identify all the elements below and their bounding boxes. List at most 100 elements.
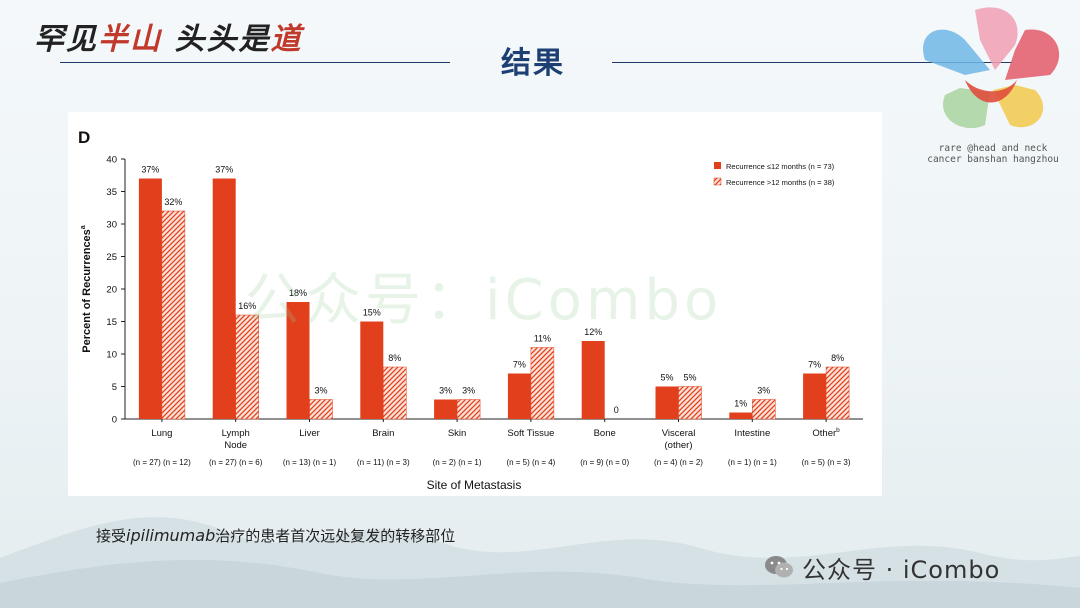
- logo-line1: rare @head and neck: [938, 143, 1048, 154]
- bar-data-label: 11%: [534, 334, 551, 344]
- x-sample-size-label: (n = 11) (n = 3): [357, 458, 410, 467]
- bar-data-label: 3%: [462, 386, 475, 396]
- bar-early: [729, 412, 753, 419]
- x-tick-label: Intestine: [734, 428, 770, 439]
- slogan-mid: 半山: [98, 22, 162, 57]
- bar-data-label: 5%: [683, 373, 696, 383]
- bar-early: [581, 341, 605, 419]
- bar-early: [803, 373, 827, 419]
- bar-data-label: 7%: [513, 360, 526, 370]
- bar-data-label: 3%: [439, 386, 452, 396]
- caption-suffix: 治疗的患者首次远处复发的转移部位: [215, 527, 456, 545]
- header-rule-left: [60, 62, 450, 63]
- x-tick-label: Lung: [151, 428, 172, 439]
- bar-data-label: 8%: [388, 353, 401, 363]
- bar-data-label: 37%: [215, 165, 233, 175]
- y-tick-label: 10: [106, 350, 117, 361]
- bar-late: [752, 399, 776, 420]
- bar-late: [309, 399, 333, 420]
- bar-data-label: 12%: [584, 327, 602, 337]
- x-sample-size-label: (n = 13) (n = 1): [283, 458, 337, 467]
- brand: 公众号 · iCombo: [764, 552, 1001, 584]
- y-axis-title-superscript: a: [80, 225, 87, 229]
- caption-prefix: 接受: [96, 527, 127, 545]
- x-tick-label: Liver: [299, 428, 320, 439]
- bar-late: [530, 347, 555, 420]
- bar-early: [138, 178, 162, 419]
- x-tick-label-text: Skin: [448, 428, 466, 439]
- x-tick-label: Visceral: [662, 428, 696, 439]
- legend-label: Recurrence >12 months (n = 38): [726, 178, 835, 187]
- x-tick-label-text: Other: [812, 428, 836, 439]
- bar-early: [655, 386, 679, 419]
- bar-early: [212, 178, 236, 419]
- x-tick-label-line2: Node: [224, 440, 247, 451]
- x-tick-label: Skin: [448, 428, 466, 439]
- page-title: 结果: [501, 46, 565, 81]
- bar-data-label: 3%: [757, 386, 770, 396]
- logo-line2: cancer banshan hangzhou: [927, 154, 1059, 165]
- y-tick-label: 40: [106, 155, 117, 166]
- bar-data-label: 5%: [660, 373, 673, 383]
- bar-data-label: 32%: [164, 197, 182, 207]
- bar-late: [456, 399, 481, 420]
- y-tick-label: 35: [106, 187, 117, 198]
- bar-data-label: 1%: [734, 399, 747, 409]
- x-sample-size-label: (n = 27) (n = 6): [209, 458, 263, 467]
- header-rule-right: [612, 62, 1012, 63]
- slogan-prefix: 罕见: [34, 22, 98, 57]
- bar-early: [434, 399, 458, 419]
- bar-data-label: 18%: [289, 288, 307, 298]
- x-tick-label-text: Intestine: [734, 428, 770, 439]
- y-axis-title: Percent of Recurrencesa: [80, 225, 93, 353]
- x-sample-size-label: (n = 1) (n = 1): [728, 458, 777, 467]
- x-tick-label-text: Brain: [372, 428, 394, 439]
- wechat-icon: [765, 556, 793, 578]
- bar-late: [678, 386, 702, 420]
- bar-early: [286, 302, 310, 419]
- chart-caption: 接受ipilimumab治疗的患者首次远处复发的转移部位: [96, 525, 455, 546]
- slogan: 罕见半山 头头是道: [34, 10, 300, 60]
- watermark: 公众号：iCombo: [245, 268, 723, 333]
- bar-chart: D 0 5 10 15 20 25 30 35 40 Percent of Recurrencesa…: [78, 128, 863, 492]
- bar-data-label: 16%: [238, 301, 256, 311]
- x-tick-label-line2: (other): [665, 440, 693, 451]
- x-tick-label-text: Visceral: [662, 428, 696, 439]
- bar-data-label: 15%: [363, 308, 381, 318]
- slogan-end: 道: [270, 22, 303, 57]
- legend-swatch: [713, 177, 722, 186]
- y-axis-title-text: Percent of Recurrences: [81, 229, 93, 353]
- y-tick-label: 5: [112, 382, 117, 393]
- x-sample-size-label: (n = 27) (n = 12): [133, 458, 191, 467]
- y-tick-label: 15: [106, 317, 117, 328]
- x-sample-size-label: (n = 5) (n = 3): [802, 458, 851, 467]
- x-tick-label: Soft Tissue: [507, 428, 554, 439]
- x-tick-label: Bone: [594, 428, 616, 439]
- y-tick-label: 0: [112, 415, 117, 426]
- slogan-suffix: 头头是: [174, 22, 271, 57]
- x-tick-label: Brain: [372, 428, 394, 439]
- x-tick-label-text: Bone: [594, 428, 616, 439]
- bar-late: [825, 366, 850, 420]
- chart-panel: D 0 5 10 15 20 25 30 35 40 Percent of Recurrencesa…: [68, 112, 882, 496]
- bar-early: [360, 321, 384, 419]
- x-tick-label-text: Lymph: [222, 428, 250, 439]
- x-tick-label-text: Lung: [151, 428, 172, 439]
- x-axis-title: Site of Metastasis: [427, 478, 522, 492]
- legend-swatch: [714, 162, 721, 169]
- x-tick-label: Lymph: [222, 428, 250, 439]
- x-tick-label-superscript: b: [836, 427, 840, 434]
- bar-data-label: 37%: [141, 165, 159, 175]
- y-tick-label: 20: [106, 285, 117, 296]
- x-sample-size-label: (n = 2) (n = 1): [433, 458, 482, 467]
- x-tick-label: Otherb: [812, 427, 840, 439]
- bar-data-label: 0: [614, 405, 619, 415]
- bar-data-label: 8%: [831, 353, 844, 363]
- bar-late: [383, 366, 407, 420]
- caption-drug: ipilimumab: [126, 526, 216, 545]
- bar-late: [161, 210, 186, 420]
- bar-data-label: 3%: [314, 386, 327, 396]
- brand-text: 公众号 · iCombo: [802, 555, 1001, 584]
- y-tick-label: 25: [106, 252, 117, 263]
- y-tick-label: 30: [106, 220, 117, 231]
